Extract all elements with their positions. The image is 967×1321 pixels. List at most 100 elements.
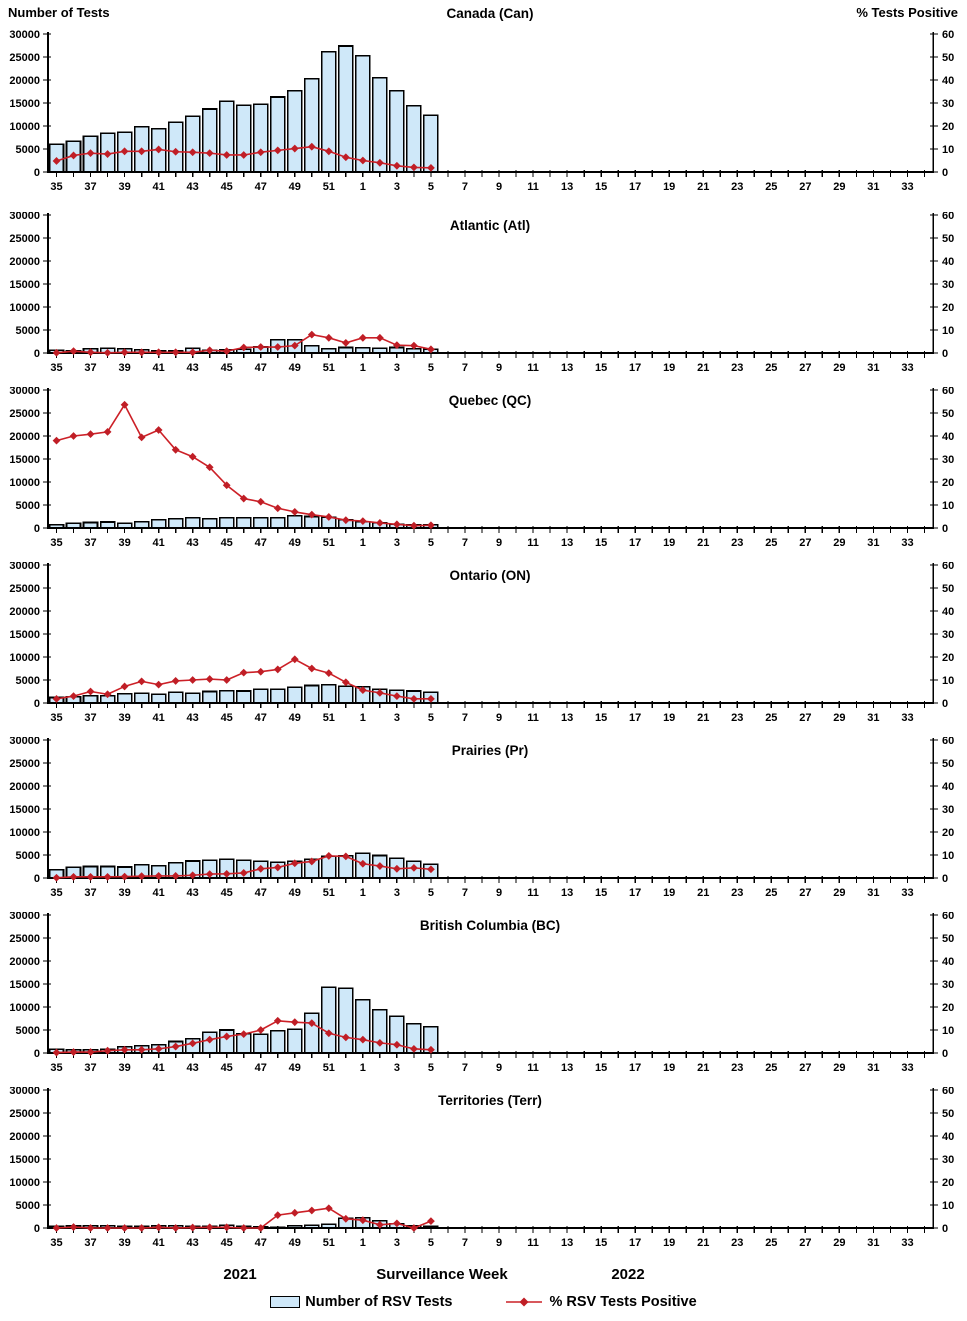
right-tick-label: 50 bbox=[942, 1108, 954, 1120]
bar-swatch-icon bbox=[270, 1296, 301, 1308]
x-tick-label: 13 bbox=[561, 1062, 573, 1074]
pct-positive-marker-4 bbox=[410, 1224, 418, 1232]
pct-positive-marker-43 bbox=[188, 348, 197, 357]
left-tick-label: 30000 bbox=[9, 29, 40, 41]
x-tick-label: 7 bbox=[462, 362, 468, 374]
chart-panel-prairies-pr: Prairies (Pr)050001000015000200002500030… bbox=[9, 737, 954, 899]
pct-positive-marker-5 bbox=[427, 694, 435, 703]
x-tick-label: 25 bbox=[765, 887, 777, 899]
legend: Number of RSV Tests % RSV Tests Positive bbox=[0, 1294, 967, 1310]
pct-positive-marker-48 bbox=[273, 665, 282, 674]
pct-positive-marker-51 bbox=[324, 1029, 333, 1038]
left-tick-label: 0 bbox=[34, 698, 40, 710]
x-tick-label: 25 bbox=[765, 537, 777, 549]
bar-52 bbox=[338, 987, 354, 1054]
right-tick-label: 30 bbox=[942, 1154, 954, 1166]
bar-50 bbox=[303, 77, 320, 173]
x-tick-label: 41 bbox=[153, 1062, 165, 1074]
left-tick-label: 5000 bbox=[16, 1025, 40, 1037]
pct-positive-marker-40 bbox=[137, 147, 146, 156]
pct-positive-marker-1 bbox=[358, 156, 367, 165]
right-tick-label: 50 bbox=[942, 933, 954, 945]
pct-positive-marker-48 bbox=[273, 343, 282, 351]
left-tick-label: 15000 bbox=[9, 979, 40, 991]
x-tick-label: 17 bbox=[629, 712, 641, 724]
x-tick-label: 49 bbox=[289, 887, 301, 899]
pct-positive-marker-52 bbox=[341, 678, 350, 687]
left-tick-label: 30000 bbox=[9, 1087, 40, 1097]
pct-positive-marker-35 bbox=[52, 348, 61, 357]
right-tick-label: 10 bbox=[942, 500, 954, 512]
x-tick-label: 19 bbox=[663, 362, 675, 374]
x-tick-label: 35 bbox=[50, 887, 62, 899]
pct-positive-marker-3 bbox=[392, 161, 401, 170]
right-tick-label: 0 bbox=[942, 348, 948, 360]
pct-positive-marker-4 bbox=[410, 341, 418, 350]
right-tick-label: 30 bbox=[942, 979, 954, 991]
pct-positive-marker-47 bbox=[256, 343, 265, 351]
pct-positive-marker-45 bbox=[222, 151, 231, 159]
pct-positive-marker-39 bbox=[120, 147, 129, 156]
x-tick-label: 25 bbox=[765, 712, 777, 724]
pct-positive-marker-3 bbox=[392, 864, 401, 873]
bar-49 bbox=[286, 1028, 303, 1054]
pct-positive-marker-43 bbox=[188, 871, 197, 880]
x-tick-label: 1 bbox=[360, 1062, 366, 1074]
left-tick-label: 30000 bbox=[9, 562, 40, 572]
pct-positive-marker-37 bbox=[86, 687, 95, 696]
right-tick-label: 30 bbox=[942, 454, 954, 466]
bar-45 bbox=[218, 517, 235, 529]
x-tick-label: 13 bbox=[561, 181, 573, 193]
x-tick-label: 19 bbox=[663, 181, 675, 193]
right-tick-label: 20 bbox=[942, 1177, 954, 1189]
bar-42 bbox=[167, 691, 184, 704]
pct-positive-marker-4 bbox=[410, 163, 418, 172]
pct-positive-marker-4 bbox=[410, 863, 418, 872]
pct-positive-marker-45 bbox=[222, 869, 231, 878]
left-tick-label: 10000 bbox=[9, 121, 40, 133]
x-tick-label: 5 bbox=[428, 1062, 434, 1074]
x-tick-label: 17 bbox=[629, 362, 641, 374]
pct-positive-marker-41 bbox=[154, 680, 163, 689]
legend-item-tests: Number of RSV Tests bbox=[270, 1294, 452, 1310]
pct-positive-marker-4 bbox=[410, 694, 418, 703]
x-tick-label: 11 bbox=[527, 1062, 539, 1074]
pct-positive-marker-35 bbox=[52, 157, 61, 165]
x-tick-label: 9 bbox=[496, 712, 502, 724]
x-tick-label: 11 bbox=[527, 1237, 539, 1249]
x-tick-label: 1 bbox=[360, 712, 366, 724]
pct-positive-marker-42 bbox=[171, 677, 180, 685]
pct-positive-marker-47 bbox=[256, 864, 265, 873]
x-tick-label: 43 bbox=[187, 887, 199, 899]
pct-positive-marker-37 bbox=[86, 348, 95, 357]
x-tick-label: 45 bbox=[221, 362, 233, 374]
bar-41 bbox=[150, 518, 167, 529]
pct-positive-marker-41 bbox=[154, 426, 163, 434]
left-tick-label: 20000 bbox=[9, 781, 40, 793]
pct-positive-marker-51 bbox=[324, 1204, 333, 1213]
x-tick-label: 37 bbox=[84, 712, 96, 724]
right-tick-label: 60 bbox=[942, 737, 954, 747]
pct-positive-marker-47 bbox=[256, 667, 265, 676]
left-tick-label: 10000 bbox=[9, 1002, 40, 1014]
right-tick-label: 0 bbox=[942, 167, 948, 179]
chart-panel-territories-terr: Territories (Terr) 0 5000 10000 15000 20000 25… bbox=[9, 1087, 954, 1249]
x-tick-label: 47 bbox=[255, 887, 267, 899]
x-tick-label: 45 bbox=[221, 537, 233, 549]
x-tick-label: 15 bbox=[595, 712, 607, 724]
x-tick-label: 37 bbox=[84, 537, 96, 549]
x-tick-label: 5 bbox=[428, 1237, 434, 1249]
right-tick-label: 40 bbox=[942, 781, 954, 793]
legend-line-svg bbox=[506, 1297, 543, 1307]
right-tick-label: 50 bbox=[942, 233, 954, 245]
pct-positive-marker-51 bbox=[324, 333, 333, 342]
x-tick-label: 49 bbox=[289, 1237, 301, 1249]
x-tick-label: 41 bbox=[153, 712, 165, 724]
x-tick-label: 13 bbox=[561, 712, 573, 724]
right-tick-label: 0 bbox=[942, 1048, 948, 1060]
pct-positive-marker-3 bbox=[392, 692, 401, 700]
pct-positive-marker-46 bbox=[239, 1224, 248, 1232]
pct-positive-marker-50 bbox=[307, 142, 316, 151]
x-tick-label: 29 bbox=[833, 181, 845, 193]
